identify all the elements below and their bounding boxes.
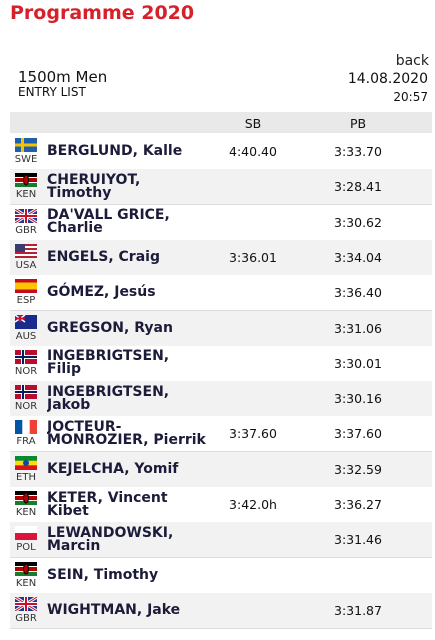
athlete-name: GÓMEZ, Jesús xyxy=(47,284,156,301)
country-code: SWE xyxy=(14,154,38,165)
country-code: GBR xyxy=(15,224,37,236)
entry-row: GBR WIGHTMAN, Jake 3:31.87 xyxy=(10,592,432,629)
entry-row: POL LEWANDOWSKI, Marcin 3:31.46 xyxy=(10,522,432,559)
country-code: KEN xyxy=(15,189,37,201)
personal-best: 3:30.16 xyxy=(334,391,382,407)
event-name: 1500m Men xyxy=(18,68,108,86)
flag-icon xyxy=(15,314,37,329)
back-link[interactable]: back xyxy=(395,53,429,69)
personal-best: 3:36.40 xyxy=(334,285,382,301)
country-code: ETH xyxy=(16,471,36,483)
athlete-name: KEJELCHA, Yomif xyxy=(47,460,179,477)
country-code: GBR xyxy=(15,612,37,624)
personal-best: 3:37.60 xyxy=(334,426,382,442)
season-best: 4:40.40 xyxy=(229,144,277,159)
personal-best: 3:34.04 xyxy=(334,249,382,265)
column-header: PB xyxy=(349,116,367,131)
athlete-name: INGEBRIGTSEN, Jakob xyxy=(47,383,170,413)
country-code: KEN xyxy=(15,577,37,589)
country-code: POL xyxy=(16,542,36,554)
flag-icon xyxy=(15,491,37,505)
app-title: Programme 2020 xyxy=(10,2,195,24)
country-code: ESP xyxy=(16,295,36,307)
athlete-name: WIGHTMAN, Jake xyxy=(47,601,181,618)
personal-best: 3:33.70 xyxy=(334,144,382,159)
country-code: NOR xyxy=(14,365,38,377)
country-code: AUS xyxy=(15,330,37,342)
athlete-name: INGEBRIGTSEN, Filip xyxy=(47,348,170,378)
table-header: SB PB xyxy=(10,112,432,133)
athlete-name: ENGELS, Craig xyxy=(47,248,160,265)
flag-icon xyxy=(15,138,37,152)
personal-best: 3:31.46 xyxy=(334,532,382,548)
athlete-name: LEWANDOWSKI, Marcin xyxy=(47,524,174,554)
country-code: FRA xyxy=(16,436,36,448)
time: 20:57 xyxy=(393,90,428,104)
entry-row: GBR DA'VALL GRICE, Charlie 3:30.62 xyxy=(10,204,432,241)
personal-best: 3:30.01 xyxy=(334,355,382,371)
athlete-name: BERGLUND, Kalle xyxy=(47,143,183,159)
athlete-name: DA'VALL GRICE, Charlie xyxy=(47,207,170,237)
flag-icon xyxy=(15,455,37,470)
personal-best: 3:36.27 xyxy=(334,497,382,512)
entry-row: NOR INGEBRIGTSEN, Filip 3:30.01 xyxy=(10,345,432,382)
flag-icon xyxy=(15,596,37,611)
entry-row: KEN SEIN, Timothy xyxy=(10,557,432,594)
personal-best: 3:31.87 xyxy=(334,602,382,618)
country-code: KEN xyxy=(15,507,37,518)
entry-row: NOR INGEBRIGTSEN, Jakob 3:30.16 xyxy=(10,381,432,418)
entry-row: ESP GÓMEZ, Jesús 3:36.40 xyxy=(10,275,432,312)
flag-icon xyxy=(15,208,37,223)
season-best: 3:42.0h xyxy=(229,497,277,512)
date: 14.08.2020 xyxy=(347,71,428,87)
personal-best: 3:30.62 xyxy=(334,214,382,230)
country-code: USA xyxy=(15,259,37,271)
flag-icon xyxy=(15,561,37,576)
entry-row: USA ENGELS, Craig 3:36.01 3:34.04 xyxy=(10,239,432,276)
athlete-name: GREGSON, Ryan xyxy=(47,319,173,336)
season-best: 3:36.01 xyxy=(229,249,277,265)
entry-row: FRA JOCTEUR-MONROZIER, Pierrik 3:37.60 3:37… xyxy=(10,416,432,453)
flag-icon xyxy=(15,243,37,258)
entry-row: AUS GREGSON, Ryan 3:31.06 xyxy=(10,310,432,347)
personal-best: 3:28.41 xyxy=(334,179,382,195)
season-best: 3:37.60 xyxy=(229,426,277,442)
flag-icon xyxy=(15,349,37,364)
flag-icon xyxy=(15,385,37,400)
flag-icon xyxy=(15,173,37,188)
list-type: ENTRY LIST xyxy=(18,85,86,99)
entry-row: SWE BERGLUND, Kalle 4:40.40 3:33.70 xyxy=(10,134,432,170)
athlete-name: JOCTEUR-MONROZIER, Pierrik xyxy=(47,418,206,448)
athlete-name: KETER, Vincent Kibet xyxy=(47,489,168,519)
entry-row: KEN CHERUIYOT, Timothy 3:28.41 xyxy=(10,169,432,206)
personal-best: 3:32.59 xyxy=(334,461,382,477)
entry-row: ETH KEJELCHA, Yomif 3:32.59 xyxy=(10,451,432,488)
flag-icon xyxy=(15,420,37,435)
flag-icon xyxy=(15,526,37,541)
athlete-name: SEIN, Timothy xyxy=(47,566,159,583)
personal-best: 3:31.06 xyxy=(334,320,382,336)
entry-row: KEN KETER, Vincent Kibet 3:42.0h 3:36.27 xyxy=(10,487,432,523)
flag-icon xyxy=(15,279,37,294)
country-code: NOR xyxy=(14,401,38,413)
athlete-name: CHERUIYOT, Timothy xyxy=(47,171,141,201)
column-header: SB xyxy=(244,116,262,131)
